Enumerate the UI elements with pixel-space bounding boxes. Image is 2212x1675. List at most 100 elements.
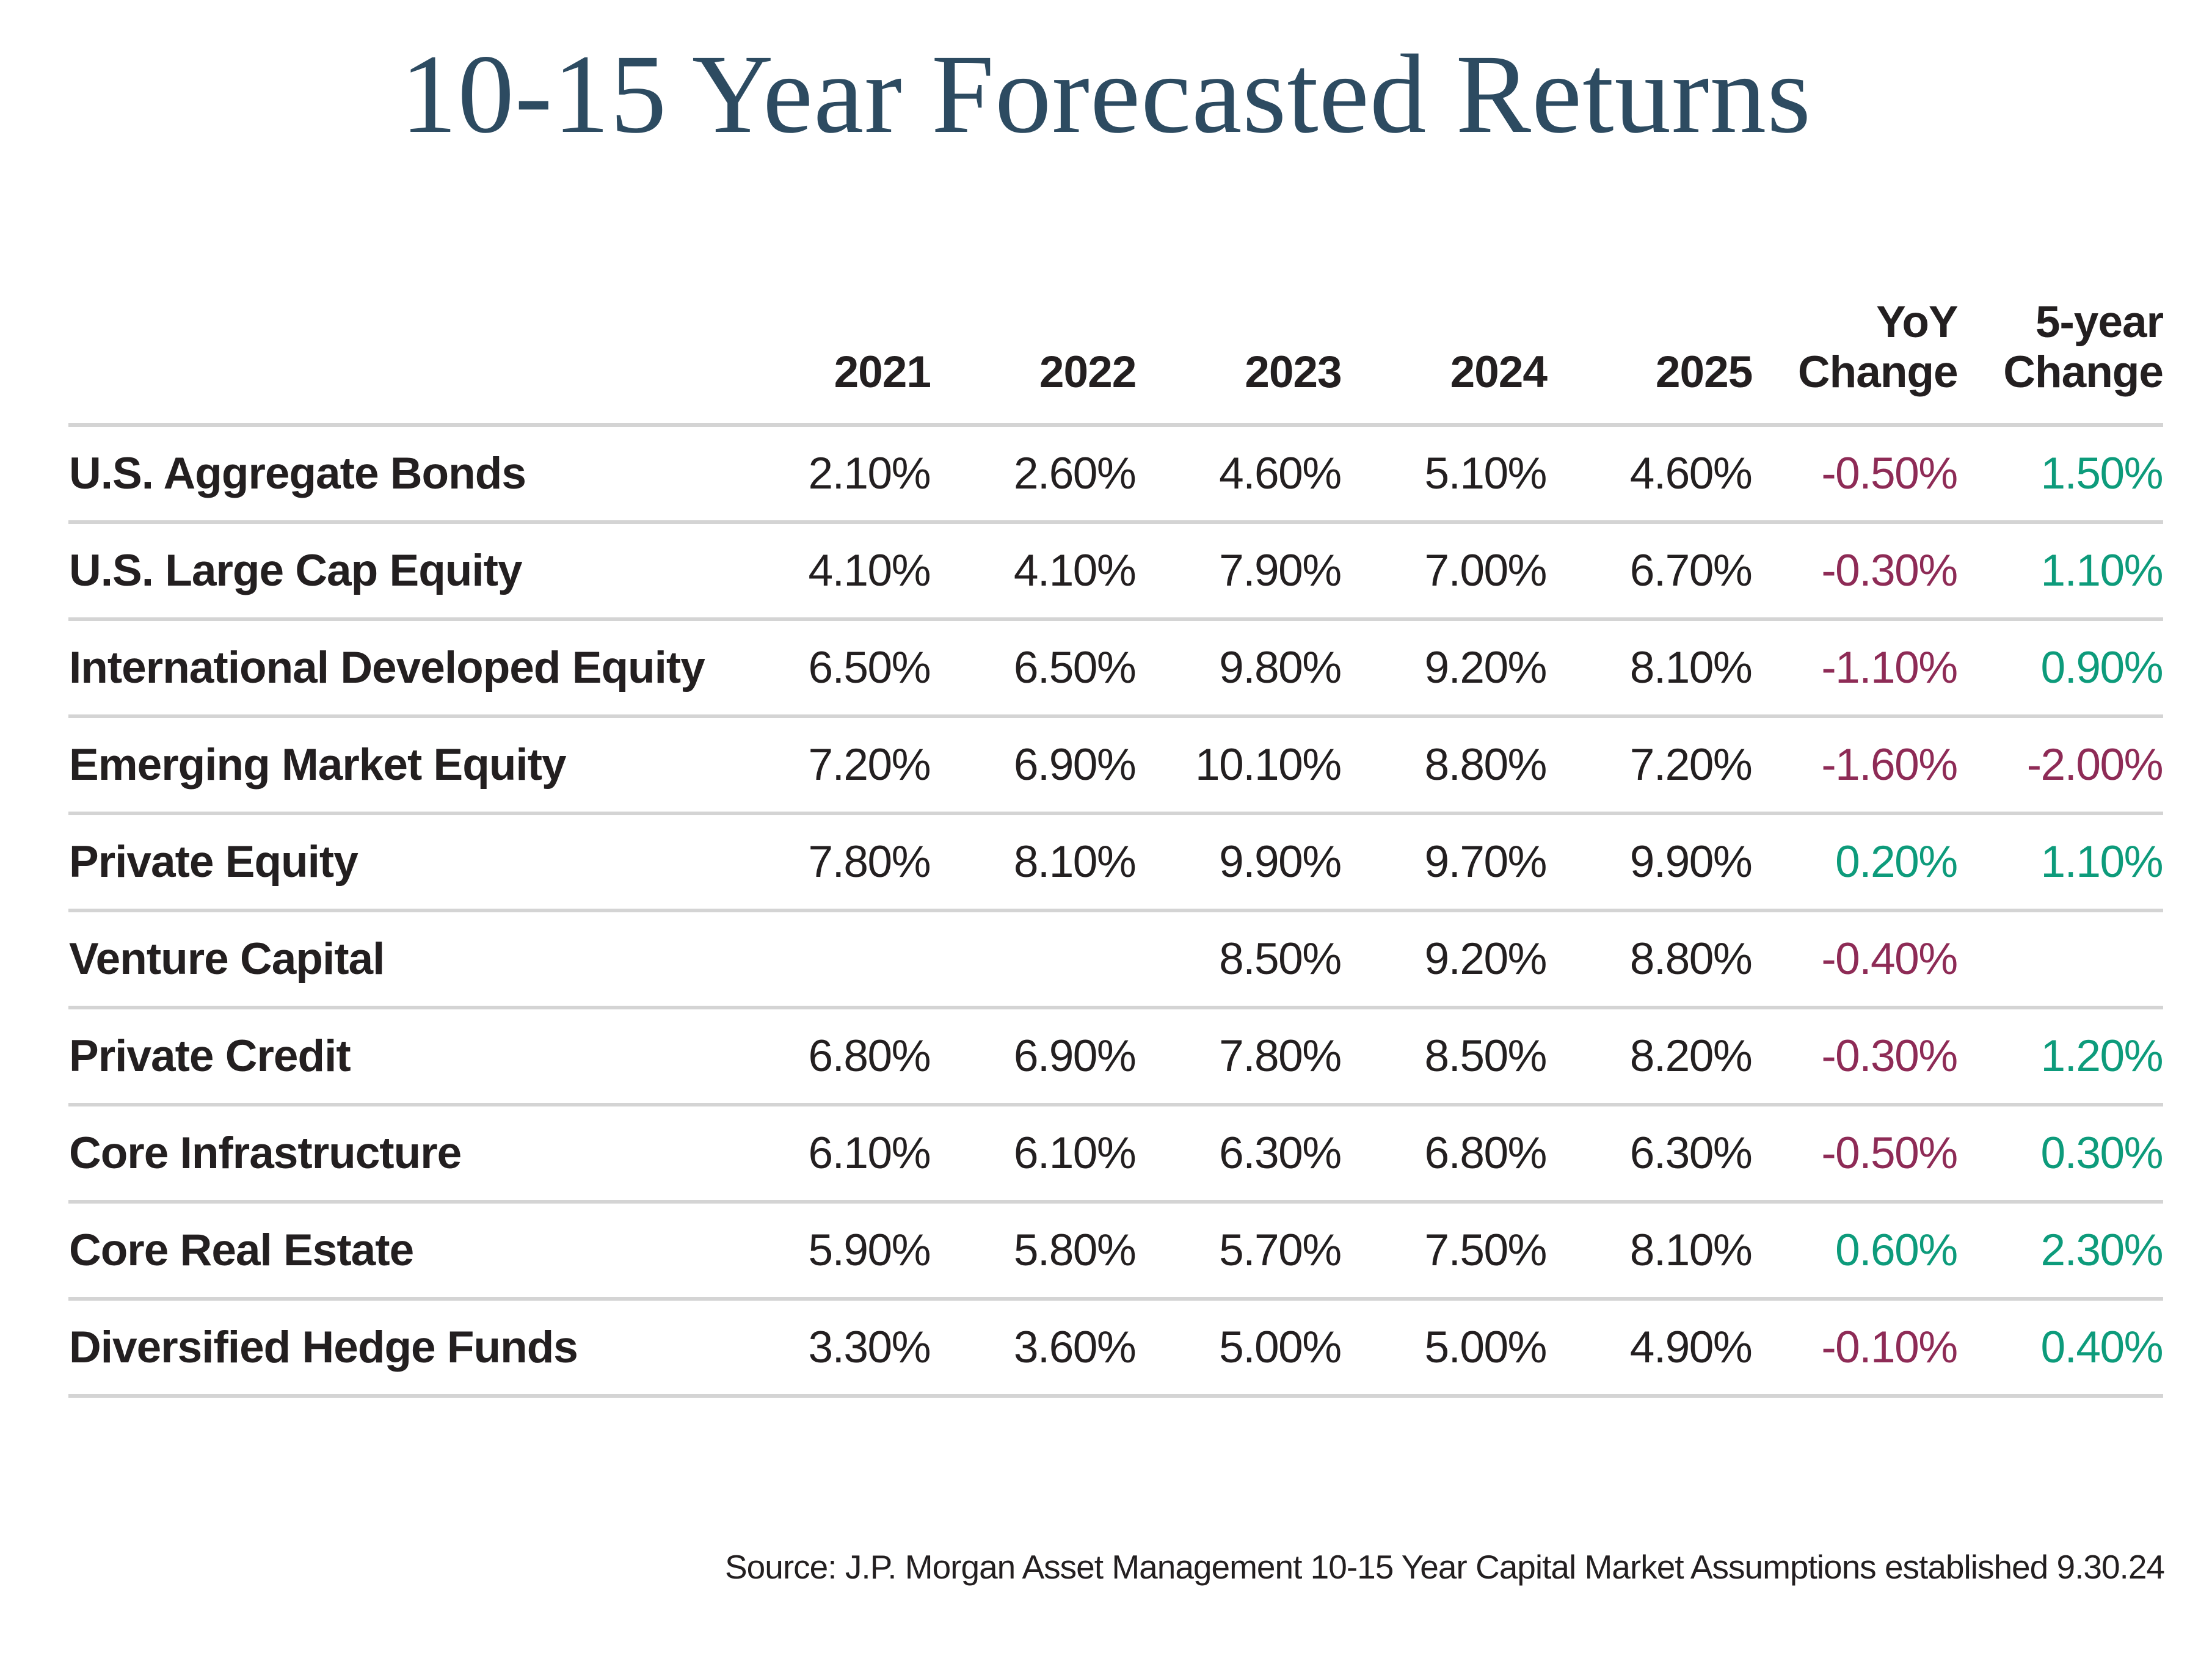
year-value-cell: 4.10% <box>930 520 1137 619</box>
year-value-cell: 5.00% <box>1136 1296 1342 1398</box>
year-value-cell: 3.60% <box>930 1296 1137 1398</box>
year-value-cell: 7.80% <box>1136 1005 1342 1105</box>
year-value-cell: 6.50% <box>930 617 1137 716</box>
change-value-cell: 1.20% <box>1957 1005 2164 1105</box>
yoy-header-line2: Change <box>1797 347 1959 397</box>
year-value-cell: 3.30% <box>725 1296 931 1398</box>
asset-label: Core Real Estate <box>68 1199 726 1299</box>
change-value-cell: -0.10% <box>1752 1296 1958 1398</box>
table-body: U.S. Aggregate Bonds 2.10% 2.60% 4.60% 5.10%… <box>68 423 2164 1398</box>
year-value-cell: 8.80% <box>1546 908 1753 1008</box>
year-value-cell: 5.70% <box>1136 1199 1342 1299</box>
page-title: 10-15 Year Forecasted Returns <box>400 32 1812 157</box>
col-header-5year-change: 5-year Change <box>1958 297 2164 425</box>
year-value-cell: 8.50% <box>1136 908 1342 1008</box>
year-value-cell: 9.90% <box>1136 811 1342 910</box>
year-value-cell: 6.30% <box>1546 1102 1753 1202</box>
change-value-cell: -2.00% <box>1957 714 2164 813</box>
year-value-cell: 10.10% <box>1136 714 1342 813</box>
year-value-cell: 5.80% <box>930 1199 1137 1299</box>
asset-label: Private Equity <box>68 811 726 910</box>
asset-label: Diversified Hedge Funds <box>68 1296 726 1398</box>
year-value-cell: 5.00% <box>1341 1296 1547 1398</box>
table-row: Core Infrastructure 6.10% 6.10% 6.30% 6.80% 6… <box>68 1102 2164 1202</box>
year-value-cell: 5.10% <box>1341 423 1547 522</box>
change-value-cell: 1.10% <box>1957 520 2164 619</box>
asset-label: Venture Capital <box>68 908 726 1008</box>
year-value-cell: 7.20% <box>1546 714 1753 813</box>
returns-table: 2021 2022 2023 2024 2025 YoY Change 5-yea… <box>68 297 2164 1398</box>
year-value-cell: 4.10% <box>725 520 931 619</box>
year-value-cell: 7.80% <box>725 811 931 910</box>
year-value-cell <box>930 908 1137 1008</box>
year-value-cell: 5.90% <box>725 1199 931 1299</box>
fiveyear-header-line2: Change <box>2003 347 2164 397</box>
table-header: 2021 2022 2023 2024 2025 YoY Change 5-yea… <box>68 297 2164 425</box>
table-row: U.S. Large Cap Equity 4.10% 4.10% 7.90% 7.00… <box>68 520 2164 619</box>
year-value-cell: 8.10% <box>1546 1199 1753 1299</box>
col-header-2021: 2021 <box>834 347 931 397</box>
year-value-cell: 4.60% <box>1546 423 1753 522</box>
year-value-cell: 6.50% <box>725 617 931 716</box>
change-value-cell: 1.50% <box>1957 423 2164 522</box>
year-value-cell: 6.10% <box>725 1102 931 1202</box>
year-value-cell: 6.80% <box>1341 1102 1547 1202</box>
year-value-cell: 7.00% <box>1341 520 1547 619</box>
asset-label: Emerging Market Equity <box>68 714 726 813</box>
year-value-cell: 8.10% <box>1546 617 1753 716</box>
year-value-cell: 9.70% <box>1341 811 1547 910</box>
change-value-cell: -0.50% <box>1752 423 1958 522</box>
year-value-cell: 8.20% <box>1546 1005 1753 1105</box>
year-value-cell: 6.30% <box>1136 1102 1342 1202</box>
change-value-cell: 0.30% <box>1957 1102 2164 1202</box>
table-row: Private Equity 7.80% 8.10% 9.90% 9.70% 9.90% 0… <box>68 811 2164 910</box>
source-note: Source: J.P. Morgan Asset Management 10-… <box>725 1547 2165 1586</box>
year-value-cell: 9.90% <box>1546 811 1753 910</box>
col-header-asset-class <box>68 297 726 425</box>
year-value-cell: 7.20% <box>725 714 931 813</box>
table-row: Venture Capital 8.50% 9.20% 8.80% -0.40% <box>68 908 2163 1008</box>
year-value-cell: 7.50% <box>1341 1199 1547 1299</box>
col-header-2025: 2025 <box>1655 347 1753 397</box>
change-value-cell: -0.30% <box>1752 520 1958 619</box>
change-value-cell: 0.40% <box>1957 1296 2164 1398</box>
year-value-cell: 6.90% <box>930 1005 1137 1105</box>
table-row: Core Real Estate 5.90% 5.80% 5.70% 7.50% 8.10… <box>68 1199 2164 1299</box>
table-row: Private Credit 6.80% 6.90% 7.80% 8.50% 8.20% -… <box>68 1005 2164 1105</box>
table-row: Emerging Market Equity 7.20% 6.90% 10.10% 8.… <box>68 714 2164 813</box>
asset-label: U.S. Large Cap Equity <box>68 520 726 619</box>
table-row: Diversified Hedge Funds 3.30% 3.60% 5.00% 5.… <box>68 1296 2164 1398</box>
table-row: U.S. Aggregate Bonds 2.10% 2.60% 4.60% 5.10%… <box>68 423 2164 522</box>
change-value-cell: -0.50% <box>1752 1102 1958 1202</box>
year-value-cell: 6.10% <box>930 1102 1137 1202</box>
change-value-cell: -1.10% <box>1752 617 1958 716</box>
change-value-cell: 0.60% <box>1752 1199 1958 1299</box>
col-header-2023: 2023 <box>1245 347 1342 397</box>
year-value-cell: 6.70% <box>1546 520 1753 619</box>
change-value-cell: 0.90% <box>1957 617 2164 716</box>
header-row: 2021 2022 2023 2024 2025 YoY Change 5-yea… <box>68 297 2164 425</box>
change-value-cell: 1.10% <box>1957 811 2164 910</box>
forecast-returns-page: 10-15 Year Forecasted Returns 2021 2022 … <box>0 35 2212 1586</box>
change-value-cell: 2.30% <box>1957 1199 2164 1299</box>
year-value-cell: 2.60% <box>930 423 1137 522</box>
year-value-cell: 7.90% <box>1136 520 1342 619</box>
change-value-cell: -0.40% <box>1752 908 1958 1008</box>
year-value-cell <box>725 908 931 1008</box>
year-value-cell: 9.80% <box>1136 617 1342 716</box>
col-header-2022: 2022 <box>1039 347 1137 397</box>
col-header-yoy-change: YoY Change <box>1752 297 1959 425</box>
asset-label: International Developed Equity <box>68 617 726 716</box>
asset-label: Core Infrastructure <box>68 1102 726 1202</box>
fiveyear-header-line1: 5-year <box>2035 297 2164 347</box>
yoy-header-line1: YoY <box>1876 297 1959 347</box>
year-value-cell: 8.50% <box>1341 1005 1547 1105</box>
year-value-cell: 6.90% <box>930 714 1137 813</box>
change-value-cell: -1.60% <box>1752 714 1958 813</box>
year-value-cell: 4.90% <box>1546 1296 1753 1398</box>
change-value-cell <box>1957 908 2163 1008</box>
year-value-cell: 2.10% <box>725 423 931 522</box>
change-value-cell: -0.30% <box>1752 1005 1958 1105</box>
year-value-cell: 6.80% <box>725 1005 931 1105</box>
change-value-cell: 0.20% <box>1752 811 1958 910</box>
